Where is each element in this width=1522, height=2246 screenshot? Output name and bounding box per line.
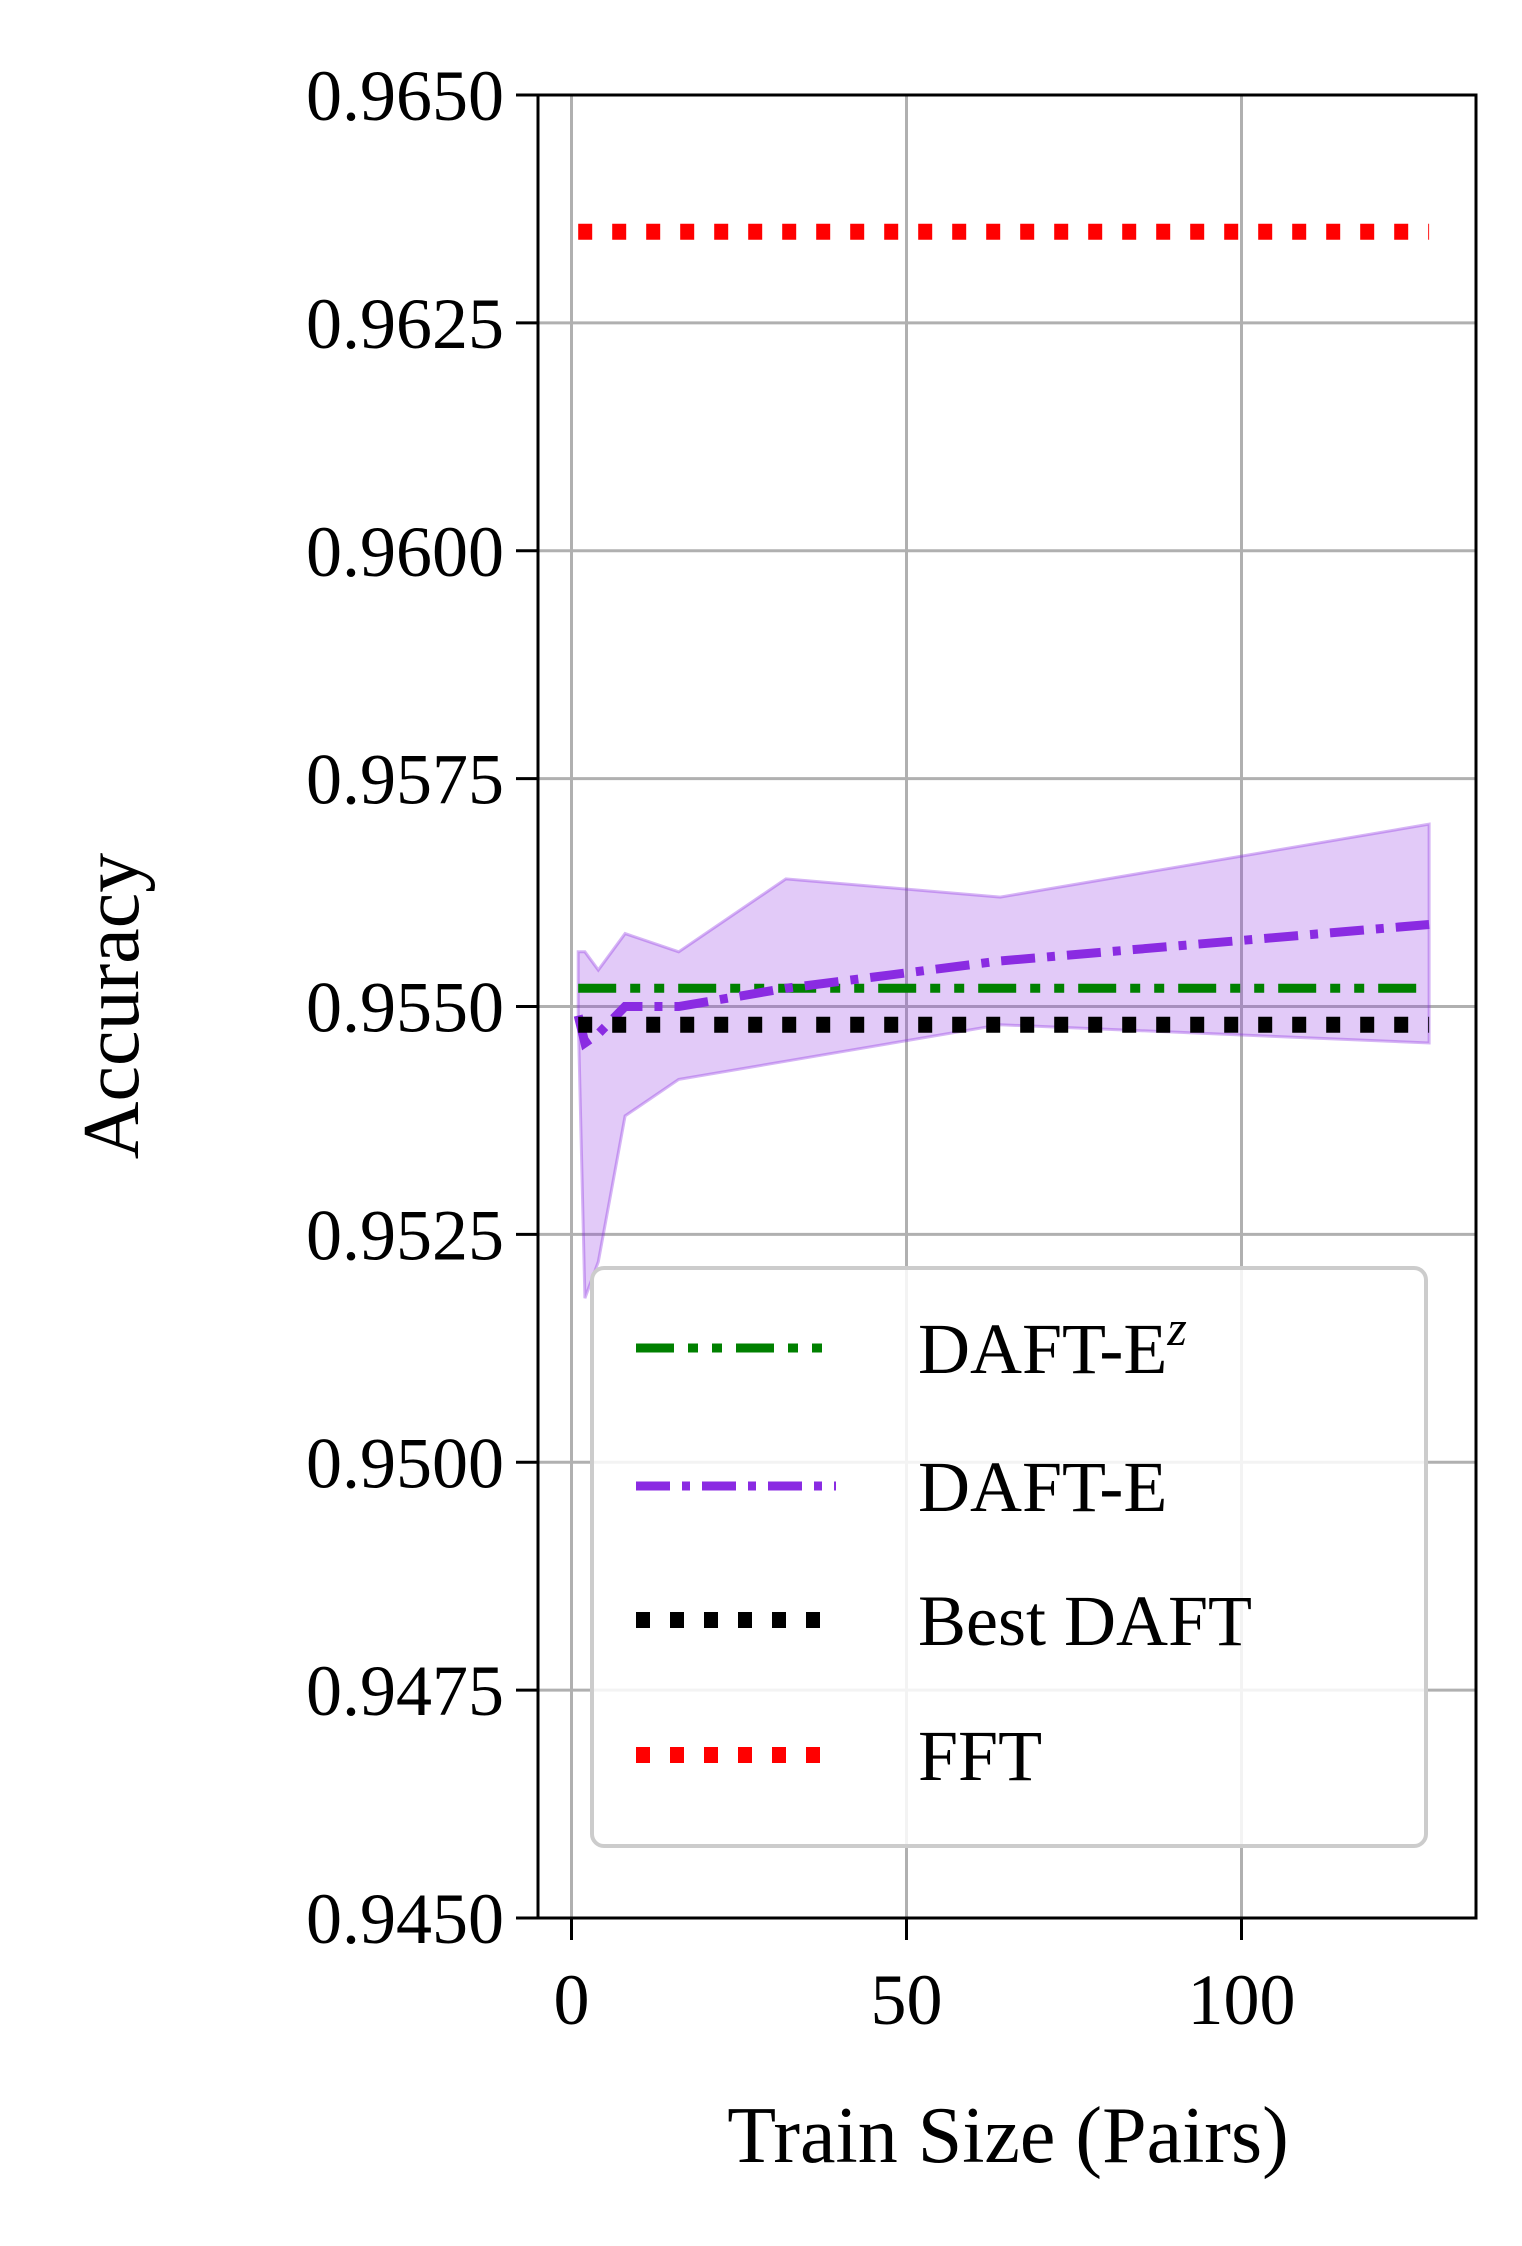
x-axis-label: Train Size (Pairs) xyxy=(727,2092,1288,2180)
ticks: 0.9450 0.9475 0.9500 0.9525 0.9550 0.9575 0.96… xyxy=(306,56,1296,2040)
legend-label-superscript: z xyxy=(1166,1300,1186,1356)
confidence-band xyxy=(576,822,1431,1299)
y-tick-label: 0.9450 xyxy=(306,1879,504,1959)
series-line-1 xyxy=(573,919,1430,1051)
legend-label: DAFT-Ez xyxy=(918,1300,1187,1389)
y-tick-label: 0.9525 xyxy=(306,1195,504,1275)
y-tick-label: 0.9600 xyxy=(306,512,504,592)
x-tick-label: 0 xyxy=(554,1960,590,2040)
y-tick-label: 0.9500 xyxy=(306,1423,504,1503)
y-tick-label: 0.9475 xyxy=(306,1651,504,1731)
legend-label: FFT xyxy=(918,1716,1042,1796)
y-tick-label: 0.9625 xyxy=(306,284,504,364)
y-tick-label: 0.9650 xyxy=(306,56,504,136)
x-tick-label: 50 xyxy=(871,1960,943,2040)
band-area xyxy=(576,822,1431,1299)
y-tick-label: 0.9550 xyxy=(306,968,504,1048)
legend-box xyxy=(590,1266,1428,1848)
legend-label: Best DAFT xyxy=(918,1581,1252,1661)
legend-label: DAFT-E xyxy=(918,1447,1167,1527)
x-tick-label: 100 xyxy=(1188,1960,1296,2040)
series-lines xyxy=(573,223,1430,1051)
y-axis-label: Accuracy xyxy=(68,853,156,1159)
y-tick-label: 0.9575 xyxy=(306,740,504,820)
legend: DAFT-Ez DAFT-E Best DAFT FFT xyxy=(590,1266,1428,1848)
